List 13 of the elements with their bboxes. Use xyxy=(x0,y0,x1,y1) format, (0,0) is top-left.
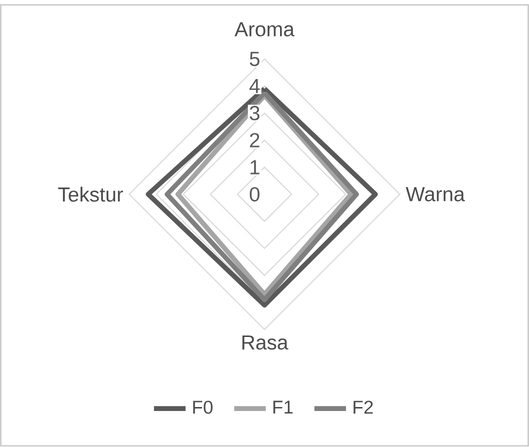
legend-label: F0 xyxy=(193,400,213,414)
y-tick-label: 5 xyxy=(250,52,260,66)
spoke-label: Rasa xyxy=(242,336,288,350)
legend-label: F1 xyxy=(273,400,293,414)
y-tick-label: 0 xyxy=(250,187,260,202)
y-tick-label: 4 xyxy=(249,79,260,94)
spoke-label: Tekstur xyxy=(58,186,123,202)
legend-label: F2 xyxy=(354,400,373,414)
y-tick-label: 3 xyxy=(250,106,260,121)
y-tick-label: 1 xyxy=(250,160,260,174)
spoke-label: Aroma xyxy=(234,22,294,37)
spoke-label: Warna xyxy=(406,187,465,202)
y-tick-label: 2 xyxy=(250,133,260,148)
